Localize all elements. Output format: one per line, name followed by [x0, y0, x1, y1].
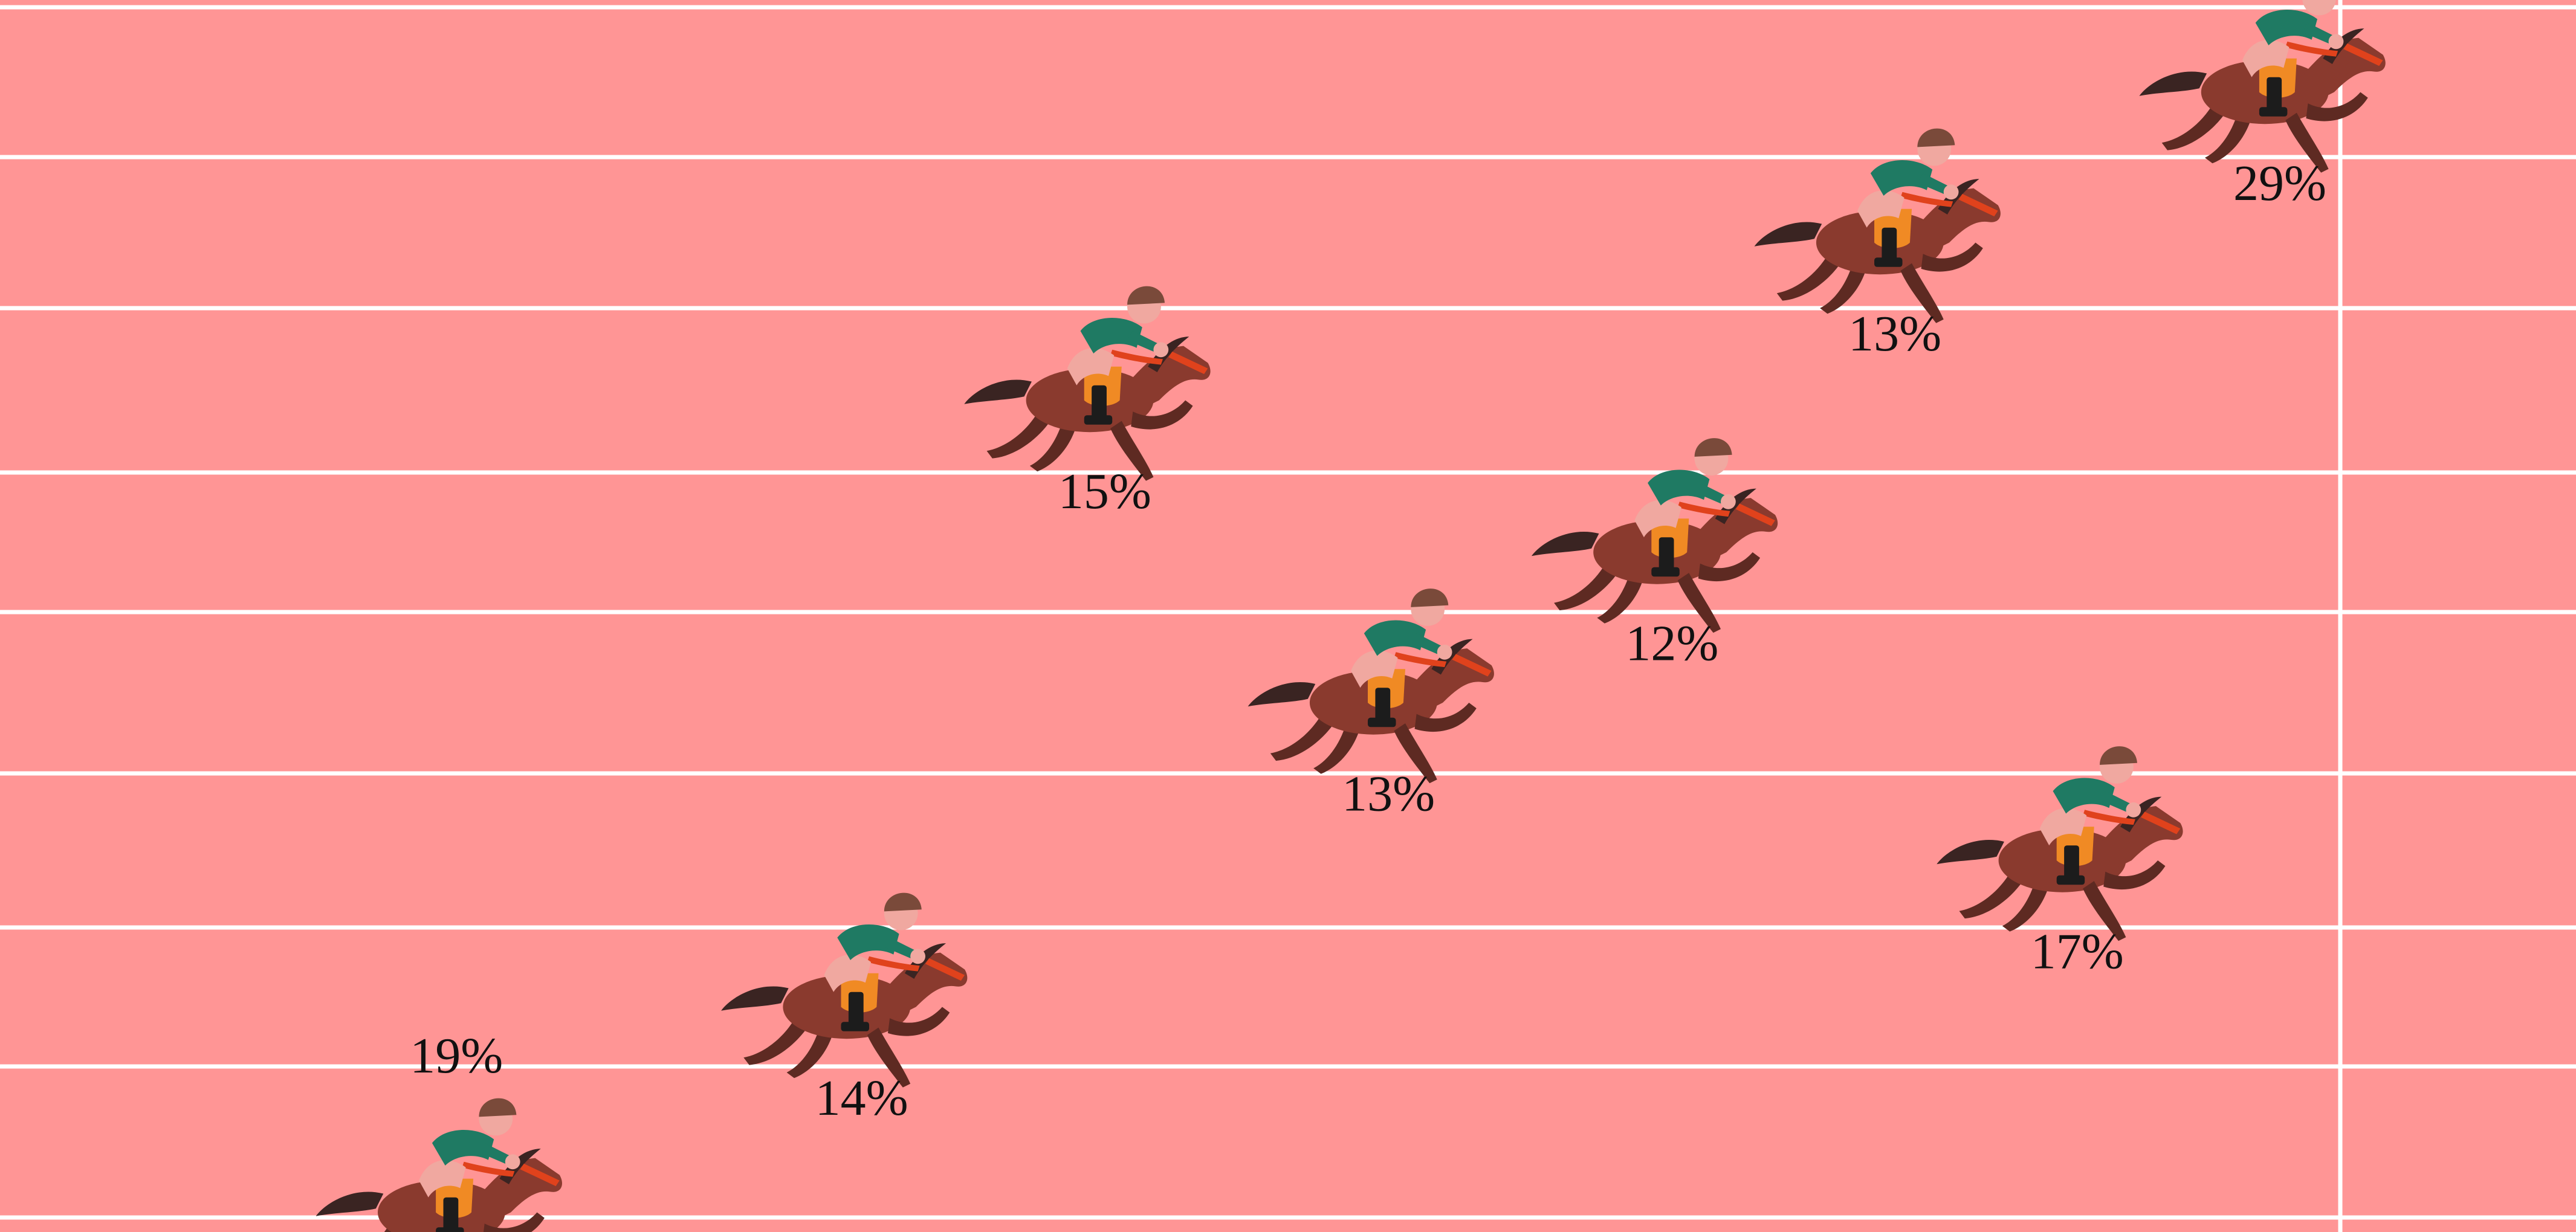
horse-racing-icon: [1248, 589, 1494, 784]
lane-7-value-label: 14%: [815, 1070, 908, 1126]
horse-racing-icon: [1937, 746, 2183, 941]
lane-2-runner: 13%: [1754, 128, 2001, 362]
runners: 29% 13% 15% 12% 13% 17% 14% 19%: [316, 0, 2386, 1232]
lane-4-runner: 12%: [1531, 438, 1778, 672]
lane-6-runner: 17%: [1937, 746, 2183, 980]
lane-4-value-label: 12%: [1625, 616, 1718, 672]
horse-racing-icon: [1531, 438, 1778, 633]
horse-racing-icon: [316, 1098, 562, 1232]
lane-lines: [0, 5, 2576, 1220]
lane-8-runner: 19%: [316, 1028, 562, 1232]
lane-3-value-label: 15%: [1058, 463, 1151, 520]
horse-racing-icon: [721, 892, 968, 1088]
lane-1-runner: 29%: [2139, 0, 2386, 211]
lane-1-value-label: 29%: [2233, 155, 2326, 211]
lane-5-runner: 13%: [1248, 589, 1494, 822]
lane-2-value-label: 13%: [1848, 306, 1941, 362]
lane-3-runner: 15%: [964, 286, 1211, 520]
horse-racing-icon: [2139, 0, 2386, 173]
lane-8-value-label: 19%: [410, 1028, 503, 1084]
lane-5-value-label: 13%: [1342, 766, 1435, 822]
horse-racing-icon: [964, 286, 1211, 481]
lane-7-runner: 14%: [721, 892, 968, 1126]
lane-6-value-label: 17%: [2031, 924, 2124, 980]
